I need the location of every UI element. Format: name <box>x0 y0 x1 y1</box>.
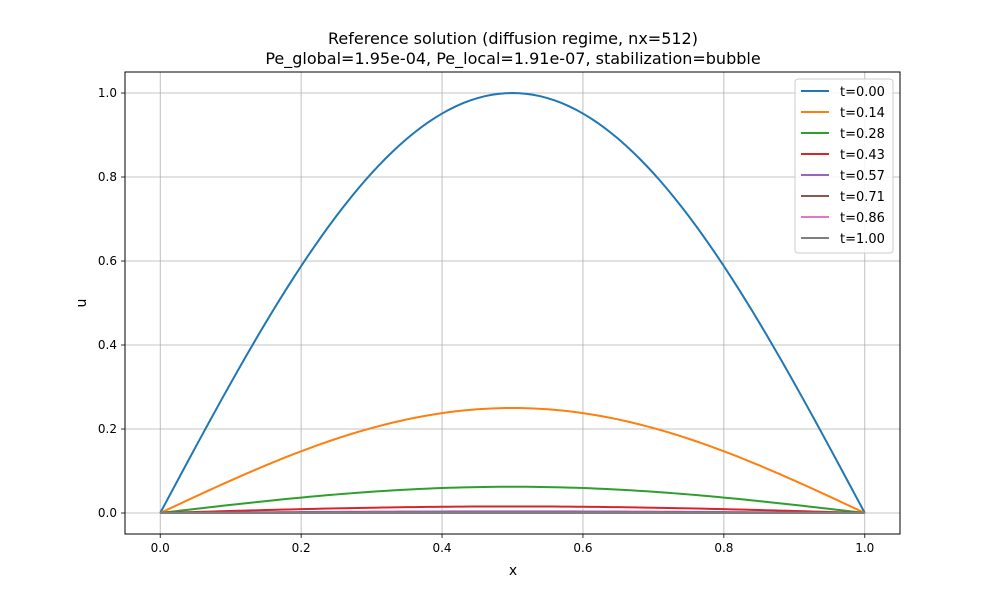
series-line-t=0.14 <box>159 406 866 514</box>
grid-lines <box>125 72 900 534</box>
legend: t=0.00 t=0.14 t=0.28 t=0.43 t=0.57 t=0.71 t=0.… <box>794 78 894 254</box>
legend-label: t=0.14 <box>840 106 885 121</box>
legend-label: t=0.57 <box>840 169 885 184</box>
plot-area-frame <box>124 71 901 535</box>
x-tick-label: 0.8 <box>714 541 733 555</box>
x-tick-label: 0.4 <box>432 541 451 555</box>
legend-label: t=1.00 <box>840 232 885 247</box>
series-line-t=0.28 <box>160 485 865 514</box>
x-tick-label: 0.0 <box>151 541 170 555</box>
y-tick-label: 0.8 <box>98 170 117 184</box>
y-axis-label: u <box>74 299 90 308</box>
series-line-t=0.00 <box>159 91 866 514</box>
y-tick-label: 0.2 <box>98 422 117 436</box>
legend-label: t=0.71 <box>840 190 885 205</box>
legend-label: t=0.00 <box>840 85 885 100</box>
x-tick-label: 1.0 <box>855 541 874 555</box>
legend-label: t=0.86 <box>840 211 885 226</box>
y-tick-label: 1.0 <box>98 86 117 100</box>
legend-box <box>794 78 894 254</box>
legend-label: t=0.28 <box>840 127 885 142</box>
series-line-t=0.43 <box>160 505 865 514</box>
y-tick-label: 0.6 <box>98 254 117 268</box>
series-lines <box>159 91 866 514</box>
chart-title-line1: Reference solution (diffusion regime, nx… <box>328 29 698 48</box>
y-tick-label: 0.4 <box>98 338 117 352</box>
y-tick-label: 0.0 <box>98 506 117 520</box>
x-tick-label: 0.2 <box>292 541 311 555</box>
axis-ticks: 0.0 0.2 0.4 0.6 0.8 1.0 0.0 0.2 0.4 0.6 0.8 1.0 <box>98 86 874 555</box>
x-tick-label: 0.6 <box>573 541 592 555</box>
legend-label: t=0.43 <box>840 148 885 163</box>
chart-title-line2: Pe_global=1.95e-04, Pe_local=1.91e-07, s… <box>265 49 760 69</box>
x-axis-label: x <box>509 563 517 579</box>
